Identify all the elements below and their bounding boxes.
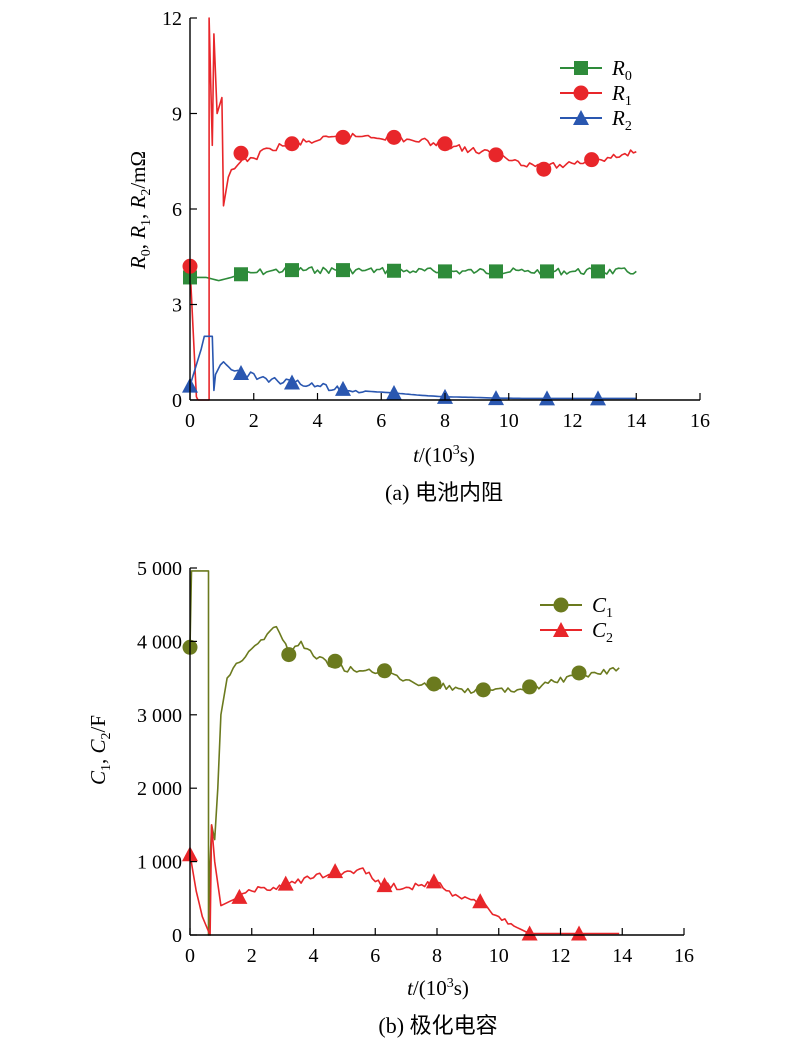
panel-a-point-r0 bbox=[591, 264, 605, 279]
panel-b-caption: (b) 极化电容 bbox=[378, 1013, 497, 1038]
panel-a-point-r0 bbox=[234, 267, 248, 282]
panel-a-line-r1 bbox=[189, 17, 637, 401]
panel-a-point-r2 bbox=[233, 364, 249, 380]
panel-b-y-tick-label: 1 000 bbox=[137, 852, 182, 874]
panel-b-y-tick-label: 5 000 bbox=[137, 558, 182, 580]
panel-b-x-tick-label: 10 bbox=[489, 945, 509, 967]
panel-b-y-tick-label: 4 000 bbox=[137, 631, 182, 653]
panel-a-point-r2 bbox=[539, 390, 555, 406]
panel-b-x-tick-label: 12 bbox=[551, 945, 571, 967]
panel-b-point-c1 bbox=[475, 682, 491, 698]
panel-b-legend-label-c1: C1 bbox=[592, 593, 613, 621]
panel-b-point-c2 bbox=[277, 875, 294, 891]
panel-a-point-r0 bbox=[285, 263, 299, 278]
panel-b-point-c1 bbox=[281, 647, 297, 663]
panel-b-point-c1 bbox=[426, 676, 442, 692]
panel-b-point-c2 bbox=[376, 877, 393, 893]
panel-a-caption: (a) 电池内阻 bbox=[385, 480, 503, 505]
panel-a-axes: 0 2 4 6 8 10 12 14 16 0 3 6 9 12 bbox=[162, 8, 710, 432]
panel-a-x-tick-label: 8 bbox=[440, 410, 450, 432]
panel-a-y-tick-label: 12 bbox=[162, 8, 182, 30]
panel-b-x-tick-label: 14 bbox=[612, 945, 632, 967]
panel-b-point-c2 bbox=[425, 873, 442, 889]
panel-a-x-axis-title: t/(103s) bbox=[413, 443, 475, 467]
panel-b-x-tick-label: 0 bbox=[185, 945, 195, 967]
panel-a-y-tick-label: 6 bbox=[172, 199, 182, 221]
panel-b-axes: 0 2 4 6 8 10 12 14 16 0 1 000 2 000 3 000 4 000 5 000 bbox=[137, 558, 694, 967]
panel-b-y-tick-label: 3 000 bbox=[137, 705, 182, 727]
panel-a-y-tick-label: 3 bbox=[172, 295, 182, 317]
panel-b-y-tick-label: 0 bbox=[172, 925, 182, 947]
panel-b-legend-marker-c2 bbox=[553, 622, 569, 637]
panel-a-x-tick-label: 6 bbox=[376, 410, 386, 432]
panel-a-point-r1 bbox=[335, 129, 351, 145]
panel-b-x-tick-label: 6 bbox=[370, 945, 380, 967]
panel-a-point-r0 bbox=[438, 264, 452, 279]
panel-a-x-tick-label: 12 bbox=[563, 410, 583, 432]
panel-b-x-tick-label: 4 bbox=[309, 945, 319, 967]
panel-a-legend-marker-r1 bbox=[573, 85, 589, 101]
panel-b-point-c2 bbox=[231, 888, 248, 904]
panel-a-x-tick-label: 16 bbox=[690, 410, 710, 432]
panel-a-point-r1 bbox=[536, 161, 552, 177]
panel-a-legend-label-r2: R2 bbox=[611, 106, 632, 134]
panel-a-x-tick-label: 2 bbox=[249, 410, 259, 432]
panel-b-point-c2 bbox=[521, 925, 538, 941]
panel-b-point-c1 bbox=[377, 663, 393, 679]
panel-b-legend-marker-c1 bbox=[553, 597, 569, 613]
panel-a-legend-marker-r2 bbox=[573, 110, 589, 125]
panel-b-point-c2 bbox=[571, 925, 588, 941]
panel-a-point-r1 bbox=[386, 129, 402, 145]
panel-a-point-r2 bbox=[335, 380, 351, 396]
panel-a-markers bbox=[182, 129, 606, 406]
panel-a-point-r2 bbox=[386, 384, 402, 400]
panel-a-point-r2 bbox=[284, 374, 300, 390]
panel-a-point-r1 bbox=[284, 136, 300, 152]
panel-b-y-axis-title: C1, C2/F bbox=[86, 715, 114, 785]
panel-b-point-c2 bbox=[327, 863, 344, 879]
panel-a-y-axis-title: R0, R1, R2/mΩ bbox=[126, 151, 154, 270]
panel-b-y-tick-label: 2 000 bbox=[137, 778, 182, 800]
panel-b-point-c1 bbox=[571, 665, 587, 681]
panel-a-point-r1 bbox=[488, 147, 504, 163]
panel-b-markers bbox=[182, 639, 588, 941]
panel-a-point-r0 bbox=[540, 264, 554, 279]
panel-a-legend-marker-r0 bbox=[574, 61, 588, 75]
panel-a-series-lines bbox=[189, 17, 637, 401]
panel-a-point-r2 bbox=[488, 390, 504, 406]
panel-a-point-r1 bbox=[437, 136, 453, 152]
panel-b-line-c2 bbox=[189, 824, 620, 936]
panel-a-line-r0 bbox=[190, 266, 637, 282]
panel-a-point-r1 bbox=[233, 145, 249, 161]
panel-a-point-r2 bbox=[590, 390, 606, 406]
panel-b-x-tick-label: 2 bbox=[247, 945, 257, 967]
panel-a-legend-label-r1: R1 bbox=[611, 81, 632, 109]
panel-a-point-r0 bbox=[387, 263, 401, 278]
panel-b-x-axis-title: t/(103s) bbox=[407, 976, 469, 1000]
panel-b-point-c1 bbox=[327, 653, 343, 669]
panel-a-legend-label-r0: R0 bbox=[611, 56, 632, 84]
panel-b-legend-label-c2: C2 bbox=[592, 618, 613, 646]
panel-b-point-c2 bbox=[472, 893, 489, 909]
panel-a-point-r0 bbox=[489, 264, 503, 279]
panel-a-line-r2 bbox=[189, 335, 637, 400]
panel-a-x-tick-label: 10 bbox=[499, 410, 519, 432]
panel-a-point-r1 bbox=[584, 152, 600, 168]
panel-b-point-c1 bbox=[522, 679, 538, 695]
panel-b-x-tick-label: 16 bbox=[674, 945, 694, 967]
panel-a-x-tick-label: 4 bbox=[313, 410, 323, 432]
panel-a-x-tick-label: 0 bbox=[185, 410, 195, 432]
panel-a-y-tick-label: 9 bbox=[172, 104, 182, 126]
panel-b-series-lines bbox=[189, 570, 620, 936]
panel-b-x-tick-label: 8 bbox=[432, 945, 442, 967]
panel-b-line-c1 bbox=[189, 570, 620, 936]
panel-a-y-tick-label: 0 bbox=[172, 390, 182, 412]
panel-a-point-r0 bbox=[336, 263, 350, 278]
panel-a-x-tick-label: 14 bbox=[626, 410, 646, 432]
